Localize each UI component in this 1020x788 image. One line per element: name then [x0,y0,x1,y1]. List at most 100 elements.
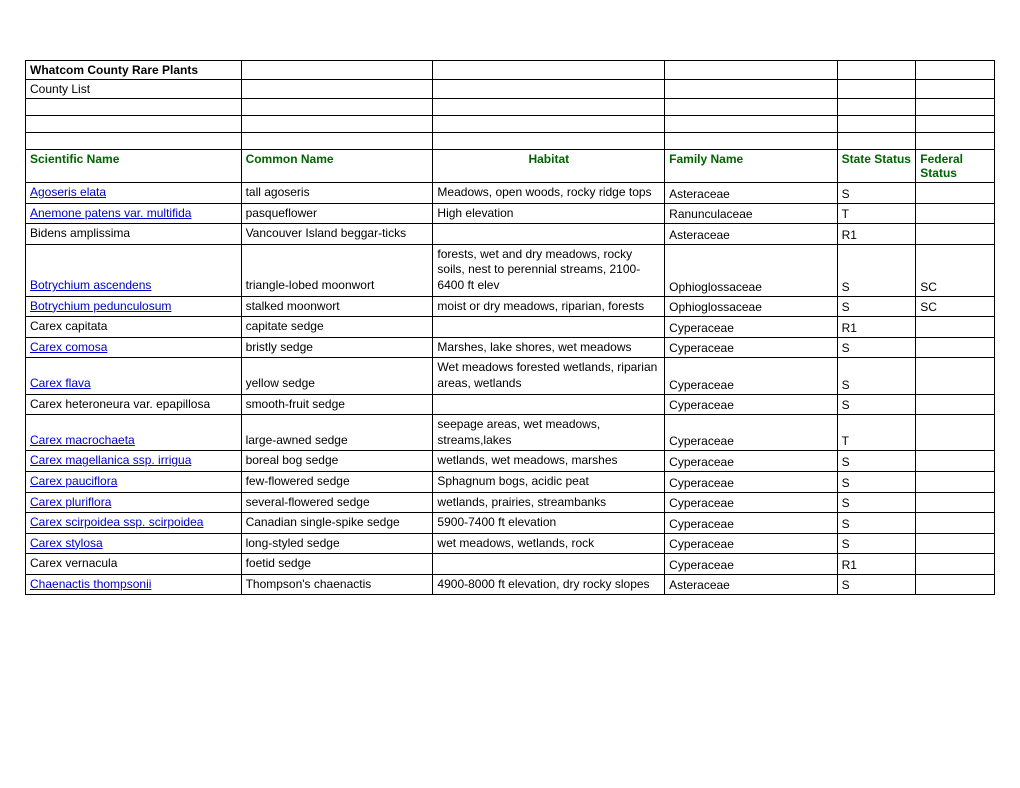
habitat-cell: Sphagnum bogs, acidic peat [433,471,665,492]
federal-status-cell [916,317,995,338]
habitat-cell: wet meadows, wetlands, rock [433,533,665,554]
habitat-cell [433,554,665,575]
header-common: Common Name [241,150,433,183]
table-row: Carex plurifloraseveral-flowered sedgewe… [26,492,995,513]
table-row: Bidens amplissimaVancouver Island beggar… [26,224,995,245]
common-name-cell: few-flowered sedge [241,471,433,492]
scientific-name-cell: Carex scirpoidea ssp. scirpoidea [26,513,242,534]
table-row: Anemone patens var. multifidapasqueflowe… [26,203,995,224]
scientific-name-cell: Carex magellanica ssp. irrigua [26,451,242,472]
federal-status-cell [916,513,995,534]
table-row: Carex vernaculafoetid sedgeCyperaceaeR1 [26,554,995,575]
state-status-cell: S [837,358,916,394]
scientific-name-cell: Carex macrochaeta [26,415,242,451]
federal-status-cell [916,415,995,451]
table-row: Botrychium pedunculosumstalked moonwortm… [26,296,995,317]
table-row: Chaenactis thompsoniiThompson's chaenact… [26,574,995,595]
habitat-cell [433,394,665,415]
scientific-name-link[interactable]: Carex flava [30,376,91,390]
scientific-name-link[interactable]: Anemone patens var. multifida [30,206,191,220]
header-state: State Status [837,150,916,183]
family-cell: Cyperaceae [665,554,837,575]
scientific-name-link[interactable]: Botrychium ascendens [30,278,151,292]
federal-status-cell [916,574,995,595]
scientific-name-link[interactable]: Botrychium pedunculosum [30,299,171,313]
scientific-name-link[interactable]: Carex macrochaeta [30,433,135,447]
common-name-cell: foetid sedge [241,554,433,575]
scientific-name-link[interactable]: Chaenactis thompsonii [30,577,151,591]
common-name-cell: Vancouver Island beggar-ticks [241,224,433,245]
table-row: Carex comosabristly sedgeMarshes, lake s… [26,337,995,358]
table-row: Carex macrochaetalarge-awned sedgeseepag… [26,415,995,451]
common-name-cell: capitate sedge [241,317,433,338]
federal-status-cell [916,394,995,415]
state-status-cell: R1 [837,224,916,245]
common-name-cell: bristly sedge [241,337,433,358]
federal-status-cell [916,533,995,554]
subtitle: County List [26,80,242,99]
federal-status-cell [916,183,995,204]
header-scientific: Scientific Name [26,150,242,183]
state-status-cell: T [837,203,916,224]
state-status-cell: S [837,574,916,595]
scientific-name-cell: Carex flava [26,358,242,394]
common-name-cell: yellow sedge [241,358,433,394]
habitat-cell: wetlands, wet meadows, marshes [433,451,665,472]
common-name-cell: stalked moonwort [241,296,433,317]
common-name-cell: long-styled sedge [241,533,433,554]
habitat-cell: 4900-8000 ft elevation, dry rocky slopes [433,574,665,595]
state-status-cell: S [837,337,916,358]
federal-status-cell: SC [916,296,995,317]
data-rows: Agoseris elatatall agoserisMeadows, open… [26,183,995,595]
scientific-name-cell: Anemone patens var. multifida [26,203,242,224]
scientific-name-link[interactable]: Carex magellanica ssp. irrigua [30,453,191,467]
scientific-name-cell: Carex capitata [26,317,242,338]
federal-status-cell [916,203,995,224]
table-row: Carex pauciflora few-flowered sedgeSphagn… [26,471,995,492]
state-status-cell: S [837,183,916,204]
table-row: Carex magellanica ssp. irrigua boreal bog… [26,451,995,472]
common-name-cell: boreal bog sedge [241,451,433,472]
common-name-cell: smooth-fruit sedge [241,394,433,415]
federal-status-cell [916,337,995,358]
scientific-name-link[interactable]: Carex pauciflora [30,474,117,488]
family-cell: Ranunculaceae [665,203,837,224]
family-cell: Cyperaceae [665,471,837,492]
federal-status-cell [916,492,995,513]
habitat-cell: wetlands, prairies, streambanks [433,492,665,513]
scientific-name-link[interactable]: Carex scirpoidea ssp. scirpoidea [30,515,203,529]
scientific-name-cell: Carex comosa [26,337,242,358]
family-cell: Cyperaceae [665,415,837,451]
scientific-name-link[interactable]: Agoseris elata [30,185,106,199]
state-status-cell: S [837,492,916,513]
scientific-name-cell: Carex stylosa [26,533,242,554]
table-row: Carex heteroneura var. epapillosasmooth-… [26,394,995,415]
title-row: Whatcom County Rare Plants [26,61,995,80]
habitat-cell [433,317,665,338]
family-cell: Cyperaceae [665,451,837,472]
spacer-row [26,116,995,133]
common-name-cell: Canadian single-spike sedge [241,513,433,534]
scientific-name-link[interactable]: Carex pluriflora [30,495,111,509]
state-status-cell: S [837,451,916,472]
family-cell: Cyperaceae [665,337,837,358]
scientific-name-cell: Chaenactis thompsonii [26,574,242,595]
common-name-cell: tall agoseris [241,183,433,204]
scientific-name-cell: Agoseris elata [26,183,242,204]
scientific-name-link[interactable]: Carex comosa [30,340,107,354]
habitat-cell [433,224,665,245]
scientific-name-link[interactable]: Carex stylosa [30,536,103,550]
scientific-name-cell: Bidens amplissima [26,224,242,245]
header-habitat: Habitat [433,150,665,183]
family-cell: Cyperaceae [665,317,837,338]
scientific-name-cell: Botrychium ascendens [26,244,242,296]
state-status-cell: S [837,533,916,554]
federal-status-cell [916,358,995,394]
family-cell: Cyperaceae [665,492,837,513]
family-cell: Cyperaceae [665,533,837,554]
table-row: Botrychium ascendenstriangle-lobed moonw… [26,244,995,296]
state-status-cell: T [837,415,916,451]
common-name-cell: large-awned sedge [241,415,433,451]
family-cell: Asteraceae [665,574,837,595]
habitat-cell: forests, wet and dry meadows, rocky soil… [433,244,665,296]
